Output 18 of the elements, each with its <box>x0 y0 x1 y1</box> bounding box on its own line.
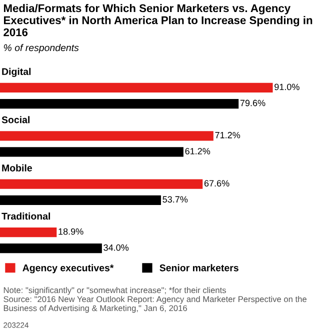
data-label: 53.7% <box>162 196 188 203</box>
legend-label: Agency executives* <box>22 264 114 274</box>
source-note: Source: "2016 New Year Outlook Report: Agency and Marketer Perspective on the Business of Advertising & Marketing," Jan 6, 2016 <box>4 296 306 313</box>
data-label: 71.2% <box>215 132 240 138</box>
y-tick-label: Digital <box>2 68 31 77</box>
chart-subtitle: % of respondents <box>4 44 79 54</box>
y-tick-label: Mobile <box>2 164 32 172</box>
data-label: 34.0% <box>104 244 129 251</box>
data-label: 79.6% <box>240 100 266 106</box>
y-tick-label: Social <box>2 116 30 124</box>
y-tick-label: Traditional <box>2 212 50 220</box>
data-label: 67.6% <box>204 180 230 187</box>
legend-label: Senior marketers <box>160 264 238 272</box>
chart-title: Media/Formats for Which Senior Marketers vs. Agency Executives* in North America Plan to Increase Spending in 2016 <box>4 4 312 36</box>
data-label: 18.9% <box>58 228 84 235</box>
data-label: 91.0% <box>274 84 300 90</box>
text: Note: "significantly" or "somewhat increase"; *for their clients <box>4 287 226 295</box>
data-label: 61.2% <box>185 148 210 154</box>
